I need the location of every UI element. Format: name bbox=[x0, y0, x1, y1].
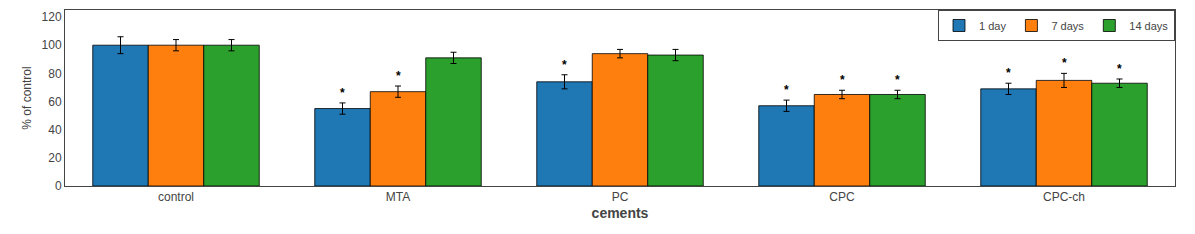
svg-text:control: control bbox=[158, 190, 194, 204]
svg-text:*: * bbox=[895, 73, 900, 87]
svg-text:120: 120 bbox=[42, 10, 62, 24]
svg-text:PC: PC bbox=[612, 190, 629, 204]
svg-text:MTA: MTA bbox=[386, 190, 410, 204]
svg-text:CPC: CPC bbox=[829, 190, 855, 204]
svg-text:0: 0 bbox=[55, 179, 62, 193]
svg-text:1 day: 1 day bbox=[979, 20, 1006, 32]
svg-text:60: 60 bbox=[48, 95, 62, 109]
svg-text:*: * bbox=[1062, 56, 1067, 70]
svg-text:20: 20 bbox=[48, 151, 62, 165]
svg-text:*: * bbox=[562, 58, 567, 72]
svg-text:*: * bbox=[1006, 66, 1011, 80]
svg-text:*: * bbox=[840, 73, 845, 87]
svg-text:*: * bbox=[1117, 62, 1122, 76]
svg-text:80: 80 bbox=[48, 67, 62, 81]
svg-text:CPC-ch: CPC-ch bbox=[1043, 190, 1085, 204]
svg-text:% of control: % of control bbox=[20, 66, 34, 129]
svg-text:100: 100 bbox=[42, 38, 62, 52]
svg-text:*: * bbox=[340, 86, 345, 100]
svg-text:cements: cements bbox=[592, 205, 649, 221]
svg-text:14 days: 14 days bbox=[1129, 20, 1168, 32]
svg-text:*: * bbox=[396, 69, 401, 83]
svg-text:*: * bbox=[784, 83, 789, 97]
svg-text:40: 40 bbox=[48, 123, 62, 137]
svg-text:7 days: 7 days bbox=[1051, 20, 1084, 32]
